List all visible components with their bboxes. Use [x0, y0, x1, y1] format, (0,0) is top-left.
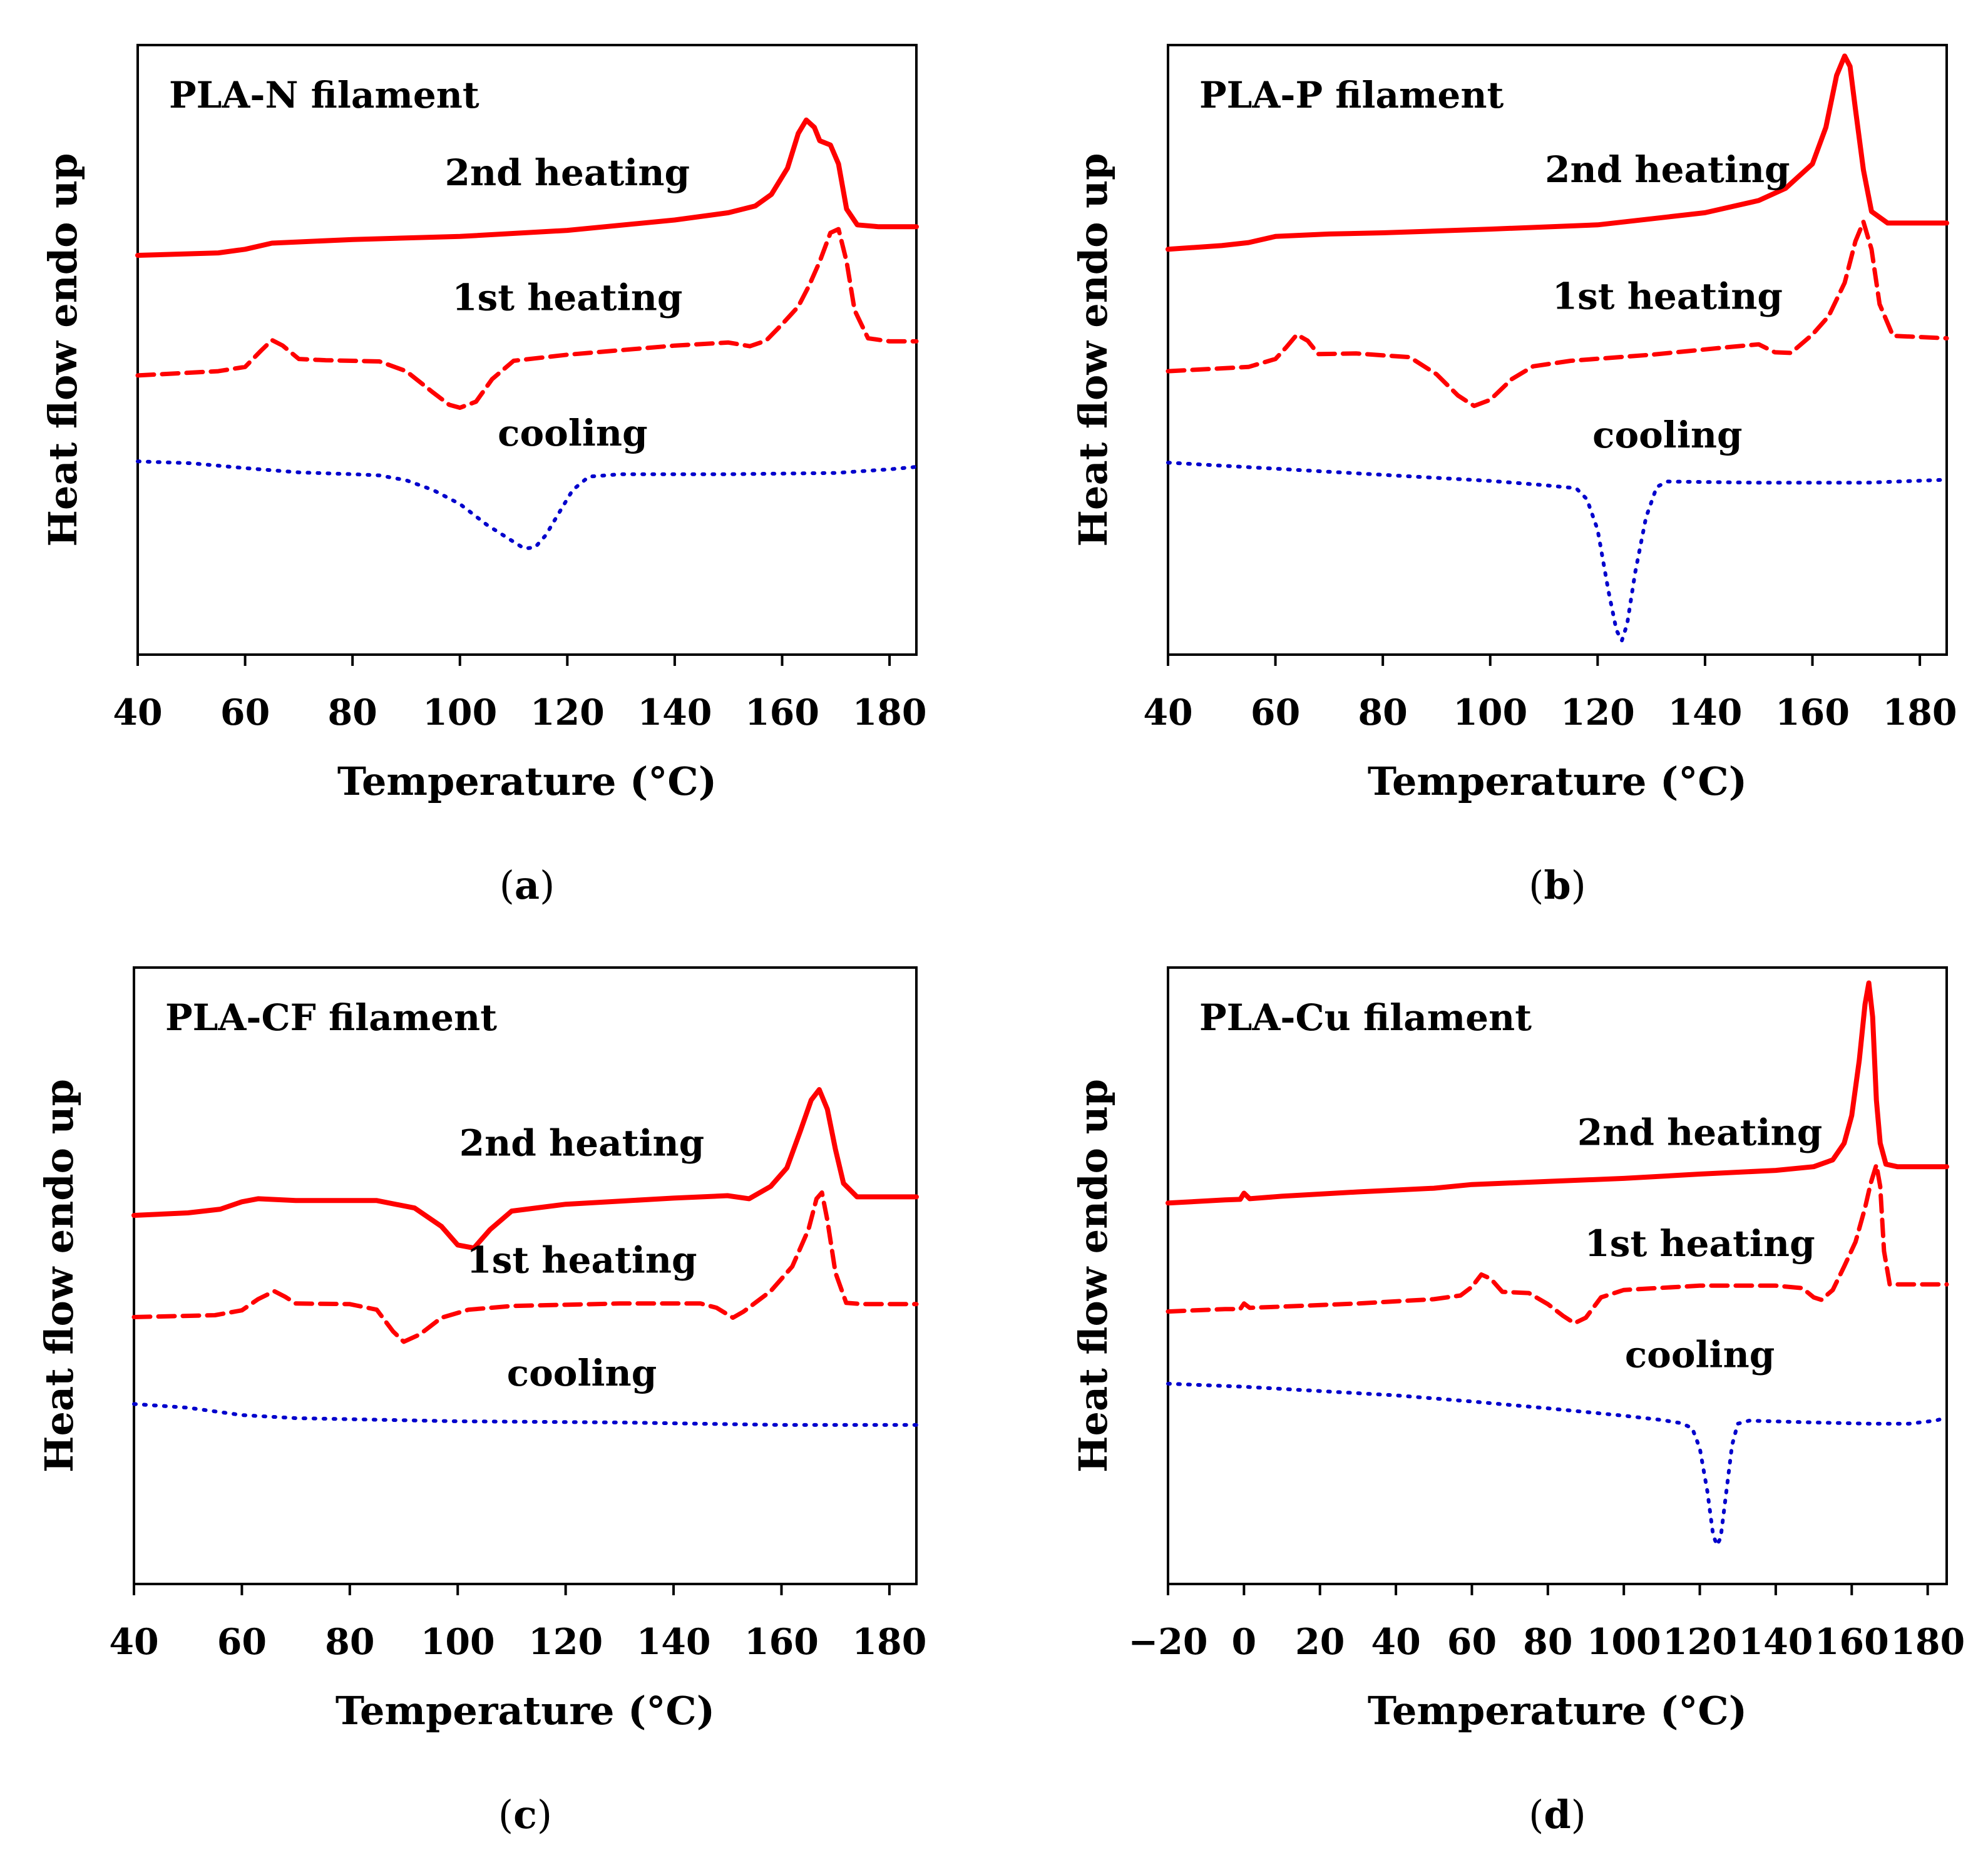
panel-title: PLA-CF filament [165, 996, 497, 1039]
x-tick-label: 160 [1815, 1621, 1889, 1663]
x-tick-label: 180 [1890, 1621, 1965, 1663]
chart-panel-c: PLA-CF filament 2nd heating 1st heating coo… [36, 966, 926, 1837]
x-tick-label: 80 [325, 1621, 374, 1663]
series-line-cooling [1166, 461, 1949, 643]
panel-caption: (c) [498, 1792, 552, 1837]
caption-paren-open: ( [1529, 862, 1544, 908]
caption-paren-close: ) [537, 1792, 552, 1837]
caption-letter: b [1544, 862, 1570, 908]
series-label-cooling: cooling [1625, 1333, 1775, 1376]
x-tick-label: 80 [328, 692, 377, 733]
series-label-1st-heating: 1st heating [1552, 275, 1783, 318]
x-tick-label: 140 [1668, 692, 1742, 733]
x-tick-label: 120 [1560, 692, 1635, 733]
panel-caption: (b) [1529, 862, 1586, 908]
caption-paren-open: ( [1529, 1792, 1544, 1837]
panel-caption: (d) [1529, 1792, 1586, 1837]
series-label-1st-heating: 1st heating [466, 1239, 697, 1282]
series-line-1st-heating [1166, 220, 1949, 409]
series-line-2nd-heating [135, 117, 919, 258]
x-tick-label: 160 [744, 1621, 819, 1663]
caption-letter: c [513, 1792, 537, 1837]
y-axis-label: Heat flow endo up [36, 1079, 82, 1473]
x-tick-label: 140 [637, 1621, 711, 1663]
caption-paren-close: ) [1571, 1792, 1586, 1837]
x-axis-label: Temperature (°C) [337, 759, 717, 804]
series-line-1st-heating [135, 227, 919, 410]
x-tick-label: 100 [1453, 692, 1527, 733]
series-line-cooling [1166, 1381, 1949, 1547]
series-label-1st-heating: 1st heating [1584, 1222, 1815, 1265]
y-axis-label: Heat flow endo up [1070, 153, 1116, 546]
series-line-cooling [136, 459, 918, 551]
series-label-cooling: cooling [1592, 414, 1742, 456]
series-label-2nd-heating: 2nd heating [1545, 148, 1790, 191]
series-label-2nd-heating: 2nd heating [1577, 1111, 1822, 1154]
caption-letter: a [515, 862, 540, 908]
x-axis-label: Temperature (°C) [1368, 1688, 1747, 1734]
x-tick-label: 80 [1358, 692, 1408, 733]
x-axis-label: Temperature (°C) [1368, 759, 1747, 804]
caption-paren-close: ) [540, 862, 555, 908]
plot-frame [136, 44, 918, 656]
x-tick-label: 80 [1523, 1621, 1572, 1663]
x-tick-label: 120 [1663, 1621, 1737, 1663]
series-line-1st-heating [1166, 1162, 1949, 1326]
series-label-1st-heating: 1st heating [452, 277, 682, 319]
x-tick-label: 120 [530, 692, 605, 733]
x-tick-label: 40 [109, 1621, 158, 1663]
panel-caption: (a) [500, 862, 555, 908]
series-label-2nd-heating: 2nd heating [459, 1122, 704, 1164]
series-label-cooling: cooling [498, 412, 647, 454]
x-tick-label: 60 [1251, 692, 1300, 733]
x-tick-label: 180 [1883, 692, 1957, 733]
x-tick-label: −20 [1128, 1621, 1207, 1663]
x-tick-label: 0 [1232, 1621, 1257, 1663]
x-tick-label: 60 [217, 1621, 267, 1663]
series-label-2nd-heating: 2nd heating [445, 151, 690, 194]
panel-title: PLA-P filament [1199, 74, 1504, 116]
x-tick-label: 100 [1587, 1621, 1661, 1663]
plot-frame [1167, 966, 1948, 1585]
x-tick-label: 140 [637, 692, 712, 733]
plot-frame [133, 966, 918, 1585]
y-axis-label: Heat flow endo up [1070, 1079, 1116, 1473]
series-line-cooling [132, 1402, 918, 1427]
x-axis-label: Temperature (°C) [336, 1688, 715, 1734]
series-line-1st-heating [131, 1190, 919, 1344]
x-tick-label: 180 [852, 1621, 926, 1663]
x-tick-label: 160 [745, 692, 819, 733]
caption-paren-close: ) [1571, 862, 1586, 908]
x-tick-label: 40 [113, 692, 162, 733]
panel-title: PLA-Cu filament [1199, 996, 1532, 1039]
x-tick-label: 40 [1371, 1621, 1420, 1663]
caption-paren-open: ( [500, 862, 515, 908]
x-tick-label: 120 [528, 1621, 603, 1663]
x-tick-label: 60 [220, 692, 270, 733]
x-tick-label: 60 [1447, 1621, 1497, 1663]
chart-panel-a: PLA-N filament 2nd heating 1st heating cool… [40, 44, 927, 908]
chart-panel-d: PLA-Cu filament 2nd heating 1st heating coo… [1070, 966, 1965, 1837]
x-tick-label: 100 [421, 1621, 495, 1663]
plot-frame [1167, 44, 1948, 656]
x-tick-label: 100 [423, 692, 497, 733]
x-tick-label: 140 [1738, 1621, 1813, 1663]
caption-letter: d [1544, 1792, 1570, 1837]
series-label-cooling: cooling [507, 1352, 657, 1394]
y-axis-label: Heat flow endo up [40, 153, 86, 546]
x-tick-label: 40 [1143, 692, 1192, 733]
caption-paren-open: ( [498, 1792, 513, 1837]
x-tick-label: 160 [1775, 692, 1850, 733]
chart-panel-b: PLA-P filament 2nd heating 1st heating cool… [1070, 44, 1957, 908]
series-line-2nd-heating [131, 1087, 919, 1251]
panel-title: PLA-N filament [169, 74, 479, 116]
x-tick-label: 20 [1295, 1621, 1345, 1663]
series-line-2nd-heating [1166, 980, 1949, 1206]
x-tick-label: 180 [853, 692, 927, 733]
series-line-2nd-heating [1166, 53, 1949, 252]
